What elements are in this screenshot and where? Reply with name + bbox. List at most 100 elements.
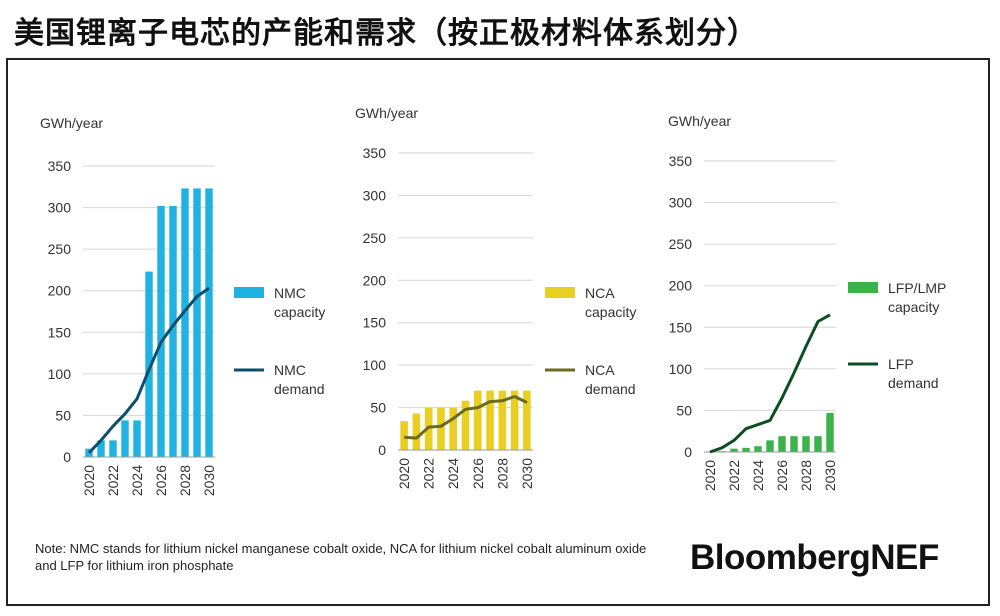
bar-2030 [205,188,213,457]
y-tick-label: 150 [363,315,387,331]
y-tick-label: 350 [363,145,387,161]
bar-2023 [121,420,129,457]
y-tick-label: 200 [48,283,72,299]
x-tick-label: 2020 [396,458,412,489]
legend-swatch-capacity [234,287,264,298]
bar-2027 [486,390,494,450]
bar-2026 [157,205,165,457]
x-tick-label: 2022 [421,458,437,489]
y-tick-label: 0 [684,444,692,460]
x-tick-label: 2028 [494,458,510,489]
demand-line [404,395,528,440]
legend-label-capacity: NCA [585,285,615,301]
legend-swatch-capacity [545,287,575,298]
y-tick-label: 150 [48,324,72,340]
y-tick-label: 250 [48,241,72,257]
unit-label: GWh/year [668,113,731,129]
y-tick-label: 50 [370,400,386,416]
y-tick-label: 50 [55,407,71,423]
bar-2024 [754,446,762,452]
y-tick-label: 150 [669,319,693,335]
unit-label: GWh/year [40,115,103,131]
x-tick-label: 2030 [519,458,535,489]
legend-swatch-capacity [848,282,878,293]
bar-2023 [437,407,445,450]
bar-2025 [766,440,774,452]
x-tick-label: 2020 [702,460,718,491]
bar-2027 [169,205,177,457]
bar-2030 [826,412,834,452]
y-tick-label: 100 [48,366,72,382]
y-tick-label: 350 [48,158,72,174]
footnote: Note: NMC stands for lithium nickel mang… [35,541,647,573]
bar-2024 [449,407,458,450]
legend-label-capacity: capacity [274,304,325,320]
x-tick-label: 2028 [177,465,193,496]
bar-2022 [109,440,117,457]
x-tick-label: 2026 [153,465,169,496]
bar-2026 [473,390,482,450]
bar-2021 [97,440,105,457]
y-tick-label: 250 [363,230,387,246]
page-title: 美国锂离子电芯的产能和需求（按正极材料体系划分） [14,16,758,51]
legend-label-capacity: capacity [888,299,939,315]
legend-label-capacity: capacity [585,304,636,320]
x-tick-label: 2024 [445,458,461,489]
bar-2028 [181,188,189,457]
bar-2029 [510,390,519,450]
y-tick-label: 0 [63,449,71,465]
chart-panel-2: GWh/year 0 50 100 150 200 250 300 350 2020 2022 202… [355,105,636,489]
bar-2022 [730,448,738,452]
y-tick-label: 300 [669,195,693,211]
x-tick-label: 2022 [105,465,121,496]
bar-2025 [461,400,470,450]
chart-panel-3: GWh/year 0 50 100 150 200 250 300 350 2020 2022 202… [668,113,946,491]
legend-label-capacity: NMC [274,285,306,301]
brand-logo: BloombergNEF [690,538,939,577]
bar-2028 [802,436,810,452]
chart-panel-1: GWh/year 0 50 100 150 200 250 300 350 2020 2022 202… [40,115,325,496]
bar-2027 [790,436,798,452]
x-tick-label: 2022 [726,460,742,491]
x-tick-label: 2026 [470,458,486,489]
bar-2030 [523,390,531,450]
x-tick-label: 2024 [129,465,145,496]
legend-label-demand: demand [585,381,636,397]
bar-2029 [814,436,822,452]
y-tick-label: 200 [363,272,387,288]
legend-label-demand: demand [274,381,325,397]
y-tick-label: 300 [48,200,72,216]
bar-2029 [193,188,201,457]
bar-2026 [778,436,786,452]
x-tick-label: 2030 [822,460,838,491]
bar-2024 [133,420,141,457]
y-tick-label: 250 [669,236,693,252]
legend-label-demand: NCA [585,362,615,378]
demand-line [709,313,831,454]
y-tick-label: 0 [378,442,386,458]
bar-2020 [400,421,408,450]
legend-label-capacity: LFP/LMP [888,280,946,296]
x-tick-label: 2026 [774,460,790,491]
bar-2028 [498,390,507,450]
x-tick-label: 2028 [798,460,814,491]
unit-label: GWh/year [355,105,418,121]
legend-label-demand: NMC [274,362,306,378]
y-tick-label: 300 [363,187,387,203]
bar-2020 [85,448,93,457]
x-tick-label: 2024 [750,460,766,491]
bar-2021 [412,413,421,450]
y-tick-label: 100 [669,361,693,377]
y-tick-label: 100 [363,357,387,373]
bar-2023 [742,447,750,452]
legend-label-demand: LFP [888,356,914,372]
legend-label-demand: demand [888,375,939,391]
y-tick-label: 200 [669,278,693,294]
bar-2025 [145,271,153,457]
x-tick-label: 2020 [81,465,97,496]
y-tick-label: 350 [669,153,693,169]
x-tick-label: 2030 [201,465,217,496]
y-tick-label: 50 [676,402,692,418]
demand-line [87,286,210,454]
